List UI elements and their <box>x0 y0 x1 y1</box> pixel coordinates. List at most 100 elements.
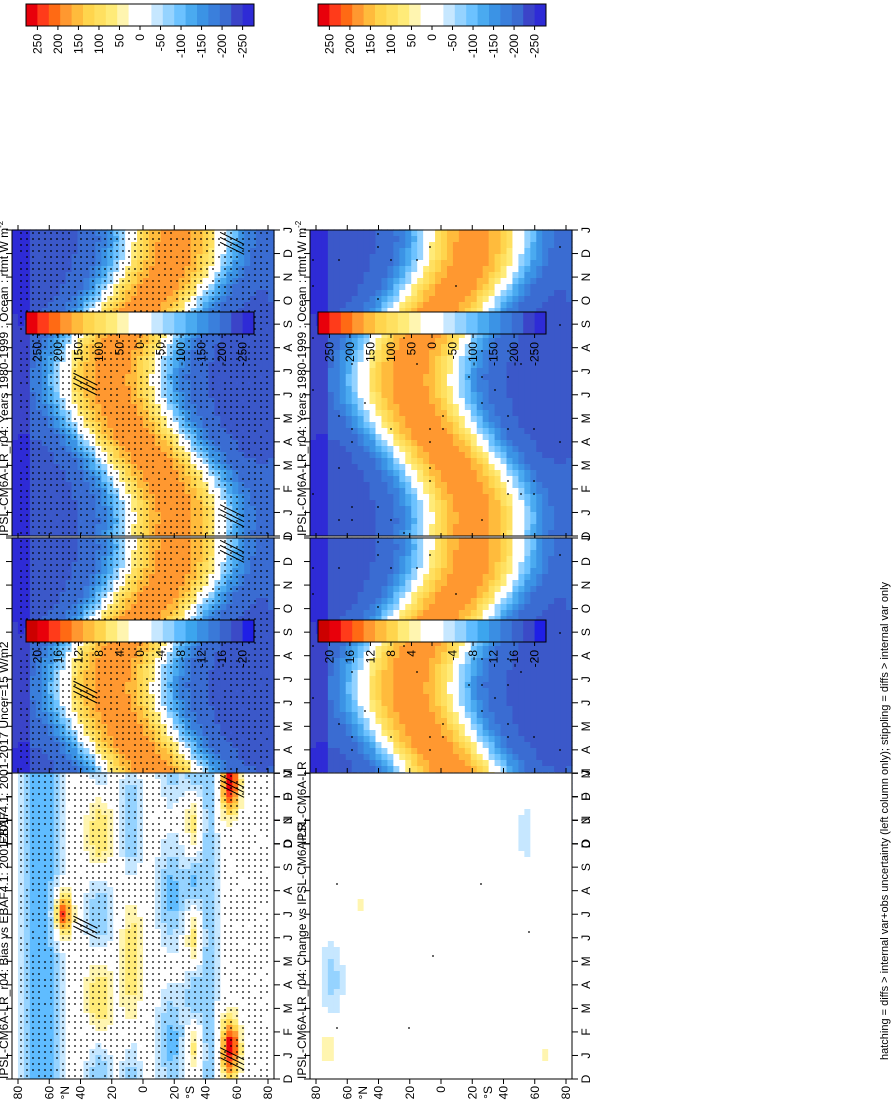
field-cell <box>315 457 323 464</box>
stipple-dot <box>74 502 76 504</box>
stipple-dot <box>152 394 154 396</box>
field-cell <box>125 373 132 380</box>
stipple-dot <box>200 244 202 246</box>
field-cell <box>375 481 383 488</box>
field-cell <box>12 343 19 350</box>
field-cell <box>172 487 180 494</box>
field-cell <box>530 487 537 494</box>
stipple-dot <box>86 412 88 414</box>
stipple-dot <box>98 394 100 396</box>
field-cell <box>363 505 371 512</box>
field-cell <box>196 247 204 254</box>
stipple-dot <box>134 292 136 294</box>
stipple-dot <box>140 448 142 450</box>
stipple-dot <box>194 274 196 276</box>
field-cell <box>160 511 168 518</box>
field-cell <box>429 505 436 512</box>
stipple-dot <box>134 370 136 372</box>
field-cell <box>512 427 519 434</box>
field-cell <box>172 469 180 476</box>
field-cell <box>12 253 19 260</box>
field-cell <box>476 469 484 476</box>
stipple-dot <box>218 460 220 462</box>
field-cell <box>196 253 204 260</box>
field-cell <box>95 529 102 536</box>
field-cell <box>137 499 144 506</box>
field-cell <box>399 427 406 434</box>
field-cell <box>65 445 73 452</box>
stipple-dot <box>140 298 142 300</box>
stipple-dot <box>248 424 250 426</box>
stipple-dot <box>170 352 172 354</box>
stipple-dot <box>266 526 268 528</box>
stipple-dot <box>110 280 112 282</box>
stipple-dot <box>92 376 94 378</box>
stipple-dot <box>224 508 226 510</box>
stipple-dot <box>110 274 112 276</box>
stipple-dot <box>164 382 166 384</box>
field-cell <box>339 451 347 458</box>
stipple-dot <box>146 340 148 342</box>
field-cell <box>321 421 329 428</box>
field-cell <box>12 505 19 512</box>
stipple-dot <box>74 424 76 426</box>
field-cell <box>256 523 263 530</box>
stipple-dot <box>158 400 160 402</box>
field-cell <box>184 511 192 518</box>
field-cell <box>190 517 198 524</box>
stipple-dot <box>218 400 220 402</box>
field-cell <box>536 433 543 440</box>
field-cell <box>369 475 377 482</box>
stipple-dot <box>68 304 70 306</box>
stipple-dot <box>116 394 118 396</box>
stipple-dot <box>68 394 70 396</box>
stipple-dot <box>176 382 178 384</box>
field-cell <box>232 409 239 416</box>
stipple-dot <box>218 508 220 510</box>
field-cell <box>327 505 335 512</box>
stipple-dot <box>188 238 190 240</box>
stipple-dot <box>44 244 46 246</box>
stipple-dot <box>212 346 214 348</box>
stipple-dot <box>116 460 118 462</box>
stipple-dot <box>194 508 196 510</box>
stipple-dot <box>80 412 82 414</box>
stipple-dot <box>146 232 148 234</box>
field-cell <box>250 445 257 452</box>
field-cell <box>262 523 269 530</box>
field-cell <box>399 499 406 506</box>
stipple-dot <box>116 364 118 366</box>
field-cell <box>417 493 424 500</box>
field-cell <box>488 445 496 452</box>
field-cell <box>512 493 519 500</box>
stipple-dot <box>188 520 190 522</box>
field-cell <box>17 523 25 530</box>
stipple-dot <box>260 334 262 336</box>
field-cell <box>172 451 180 458</box>
field-cell <box>226 481 233 488</box>
stipple-dot <box>158 274 160 276</box>
field-cell <box>137 367 144 374</box>
stipple-dot <box>194 454 196 456</box>
stipple-dot <box>182 460 184 462</box>
stipple-dot <box>134 244 136 246</box>
field-cell <box>202 421 210 428</box>
field-cell <box>196 241 204 248</box>
stipple-dot <box>128 406 130 408</box>
stipple-dot <box>176 430 178 432</box>
stipple-dot <box>68 454 70 456</box>
stipple-dot <box>128 508 130 510</box>
field-cell <box>262 487 269 494</box>
stipple-dot <box>176 388 178 390</box>
field-cell <box>196 259 204 266</box>
field-cell <box>12 451 19 458</box>
field-cell <box>196 295 204 302</box>
field-cell <box>166 481 174 488</box>
stipple-dot <box>68 472 70 474</box>
stipple-dot <box>62 454 64 456</box>
field-cell <box>166 295 174 302</box>
stipple-dot <box>194 406 196 408</box>
field-cell <box>310 433 317 440</box>
field-cell <box>12 319 19 326</box>
field-cell <box>452 493 460 500</box>
